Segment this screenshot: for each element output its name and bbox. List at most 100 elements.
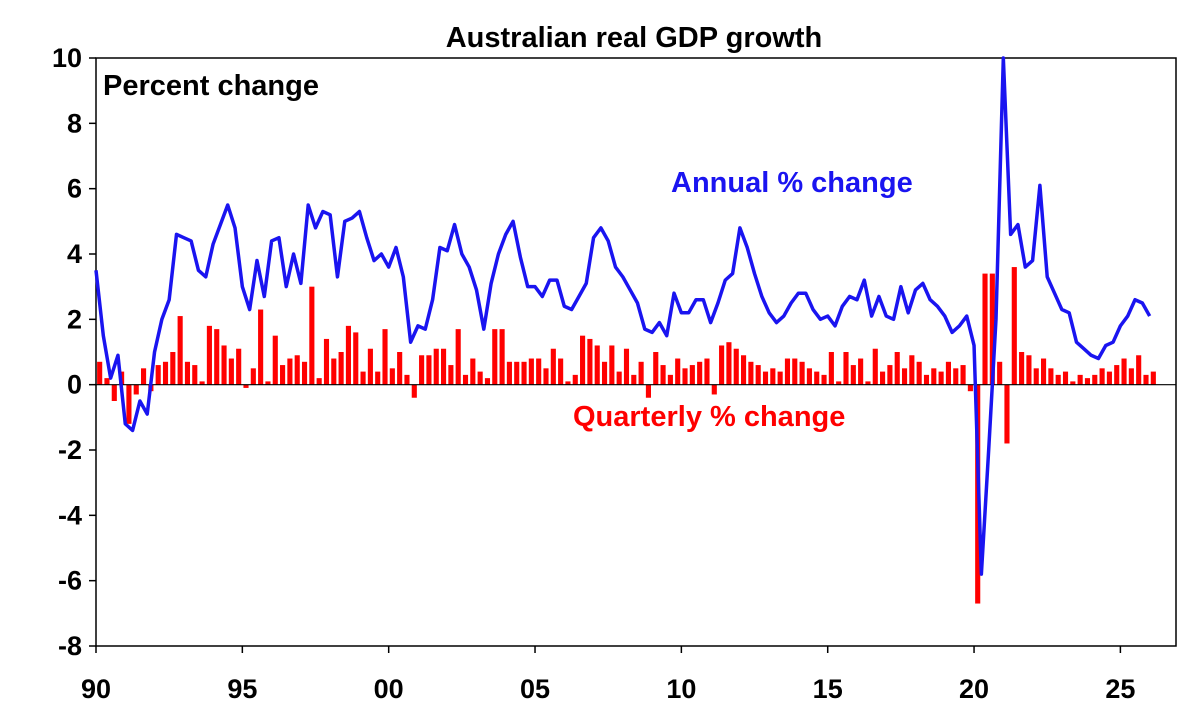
quarterly-bar [221,345,227,385]
y-axis: 10 8 6 4 2 0 -2 -4 -6 -8 [52,43,96,661]
x-tick-label: 90 [81,674,111,704]
quarterly-bar [470,358,476,385]
quarterly-bar [960,365,966,385]
quarterly-bar [133,384,139,395]
quarterly-bar [719,345,725,385]
quarterly-bar [462,374,469,385]
quarterly-bar [1048,368,1054,385]
quarterly-bar [455,329,461,385]
quarterly-bar [353,332,359,385]
quarterly-bar [741,355,747,385]
y-tick-label: -6 [58,566,82,596]
quarterly-bars [97,267,1156,604]
quarterly-bar [953,368,959,385]
quarterly-bar [206,325,212,385]
quarterly-bar [755,365,761,385]
quarterly-bar [850,365,856,385]
chart-title: Australian real GDP growth [446,22,823,54]
quarterly-bar [367,348,373,385]
quarterly-bar [792,358,798,385]
quarterly-bar [711,384,717,395]
quarterly-bar [821,374,827,385]
annual-line-group [94,56,1152,576]
y-axis-label: Percent change [103,70,319,102]
quarterly-bar [192,365,198,385]
quarterly-bar [492,329,498,385]
y-tick-label: -8 [58,631,82,661]
quarterly-bar [748,361,754,385]
quarterly-bar [543,368,549,385]
quarterly-bar [309,286,315,385]
quarterly-bar [631,374,637,385]
quarterly-bar [762,371,769,385]
quarterly-bar [1019,352,1025,385]
quarterly-bar [682,368,688,385]
quarterly-bar [484,378,491,385]
quarterly-bar [528,358,534,385]
quarterly-bar [865,381,871,385]
quarterly-bar [199,381,205,385]
quarterly-bar [580,335,586,385]
quarterly-bar [331,358,337,385]
x-tick-label: 95 [227,674,257,704]
quarterly-bar [1136,355,1142,385]
quarterly-bar [828,352,834,385]
quarterly-bar [887,365,893,385]
y-tick-label: 8 [67,108,82,138]
quarterly-bar [514,361,520,385]
quarterly-bar [323,338,330,385]
quarterly-bar [777,371,783,385]
quarterly-bar [499,329,505,385]
quarterly-bar [836,381,842,385]
quarterly-bar [770,368,776,385]
quarterly-bar [338,352,344,385]
y-tick-label: 2 [67,304,82,334]
y-tick-label: 4 [67,239,82,269]
quarterly-bar [814,371,820,385]
quarterly-bar [360,371,366,385]
quarterly-bar [558,358,564,385]
quarterly-bar [1033,368,1039,385]
quarterly-bar [1026,355,1032,385]
x-tick-label: 20 [959,674,989,704]
quarterly-bar [228,358,234,385]
y-tick-label: -4 [58,500,82,530]
quarterly-bar [667,374,673,385]
quarterly-bar [287,358,293,385]
quarterly-bar [170,352,176,385]
x-tick-label: 15 [813,674,843,704]
quarterly-bar [1099,368,1105,385]
quarterly-bar [104,378,110,385]
quarterly-bar [536,358,542,385]
quarterly-bar [294,355,300,385]
quarterly-bar [141,368,147,385]
quarterly-bar [433,348,439,385]
quarterly-bar [448,365,454,385]
quarterly-bar [477,371,483,385]
quarterly-bar [843,352,849,385]
quarterly-bar [1106,371,1112,385]
quarterly-bar [1084,378,1091,385]
quarterly-bar [894,352,900,385]
quarterly-bar [806,368,812,385]
quarterly-bar [521,361,527,385]
quarterly-bar [111,384,117,401]
quarterly-bar [1121,358,1127,385]
quarterly-bar [97,361,103,385]
quarterly-bar [726,342,732,385]
quarterly-bar [316,378,322,385]
quarterly-bar [126,384,132,424]
quarterly-bar [784,358,791,385]
quarterly-bar [638,361,644,385]
quarterly-bar [623,348,630,385]
quarterly-bar [923,374,930,385]
quarterly-bar [1143,374,1149,385]
quarterly-bar [689,365,695,385]
quarterly-bar [258,309,264,385]
quarterly-bar [280,365,286,385]
quarterly-bar [799,361,805,385]
quarterly-bar [880,371,886,385]
quarterly-bar [382,329,388,385]
quarterly-bar [594,345,600,385]
